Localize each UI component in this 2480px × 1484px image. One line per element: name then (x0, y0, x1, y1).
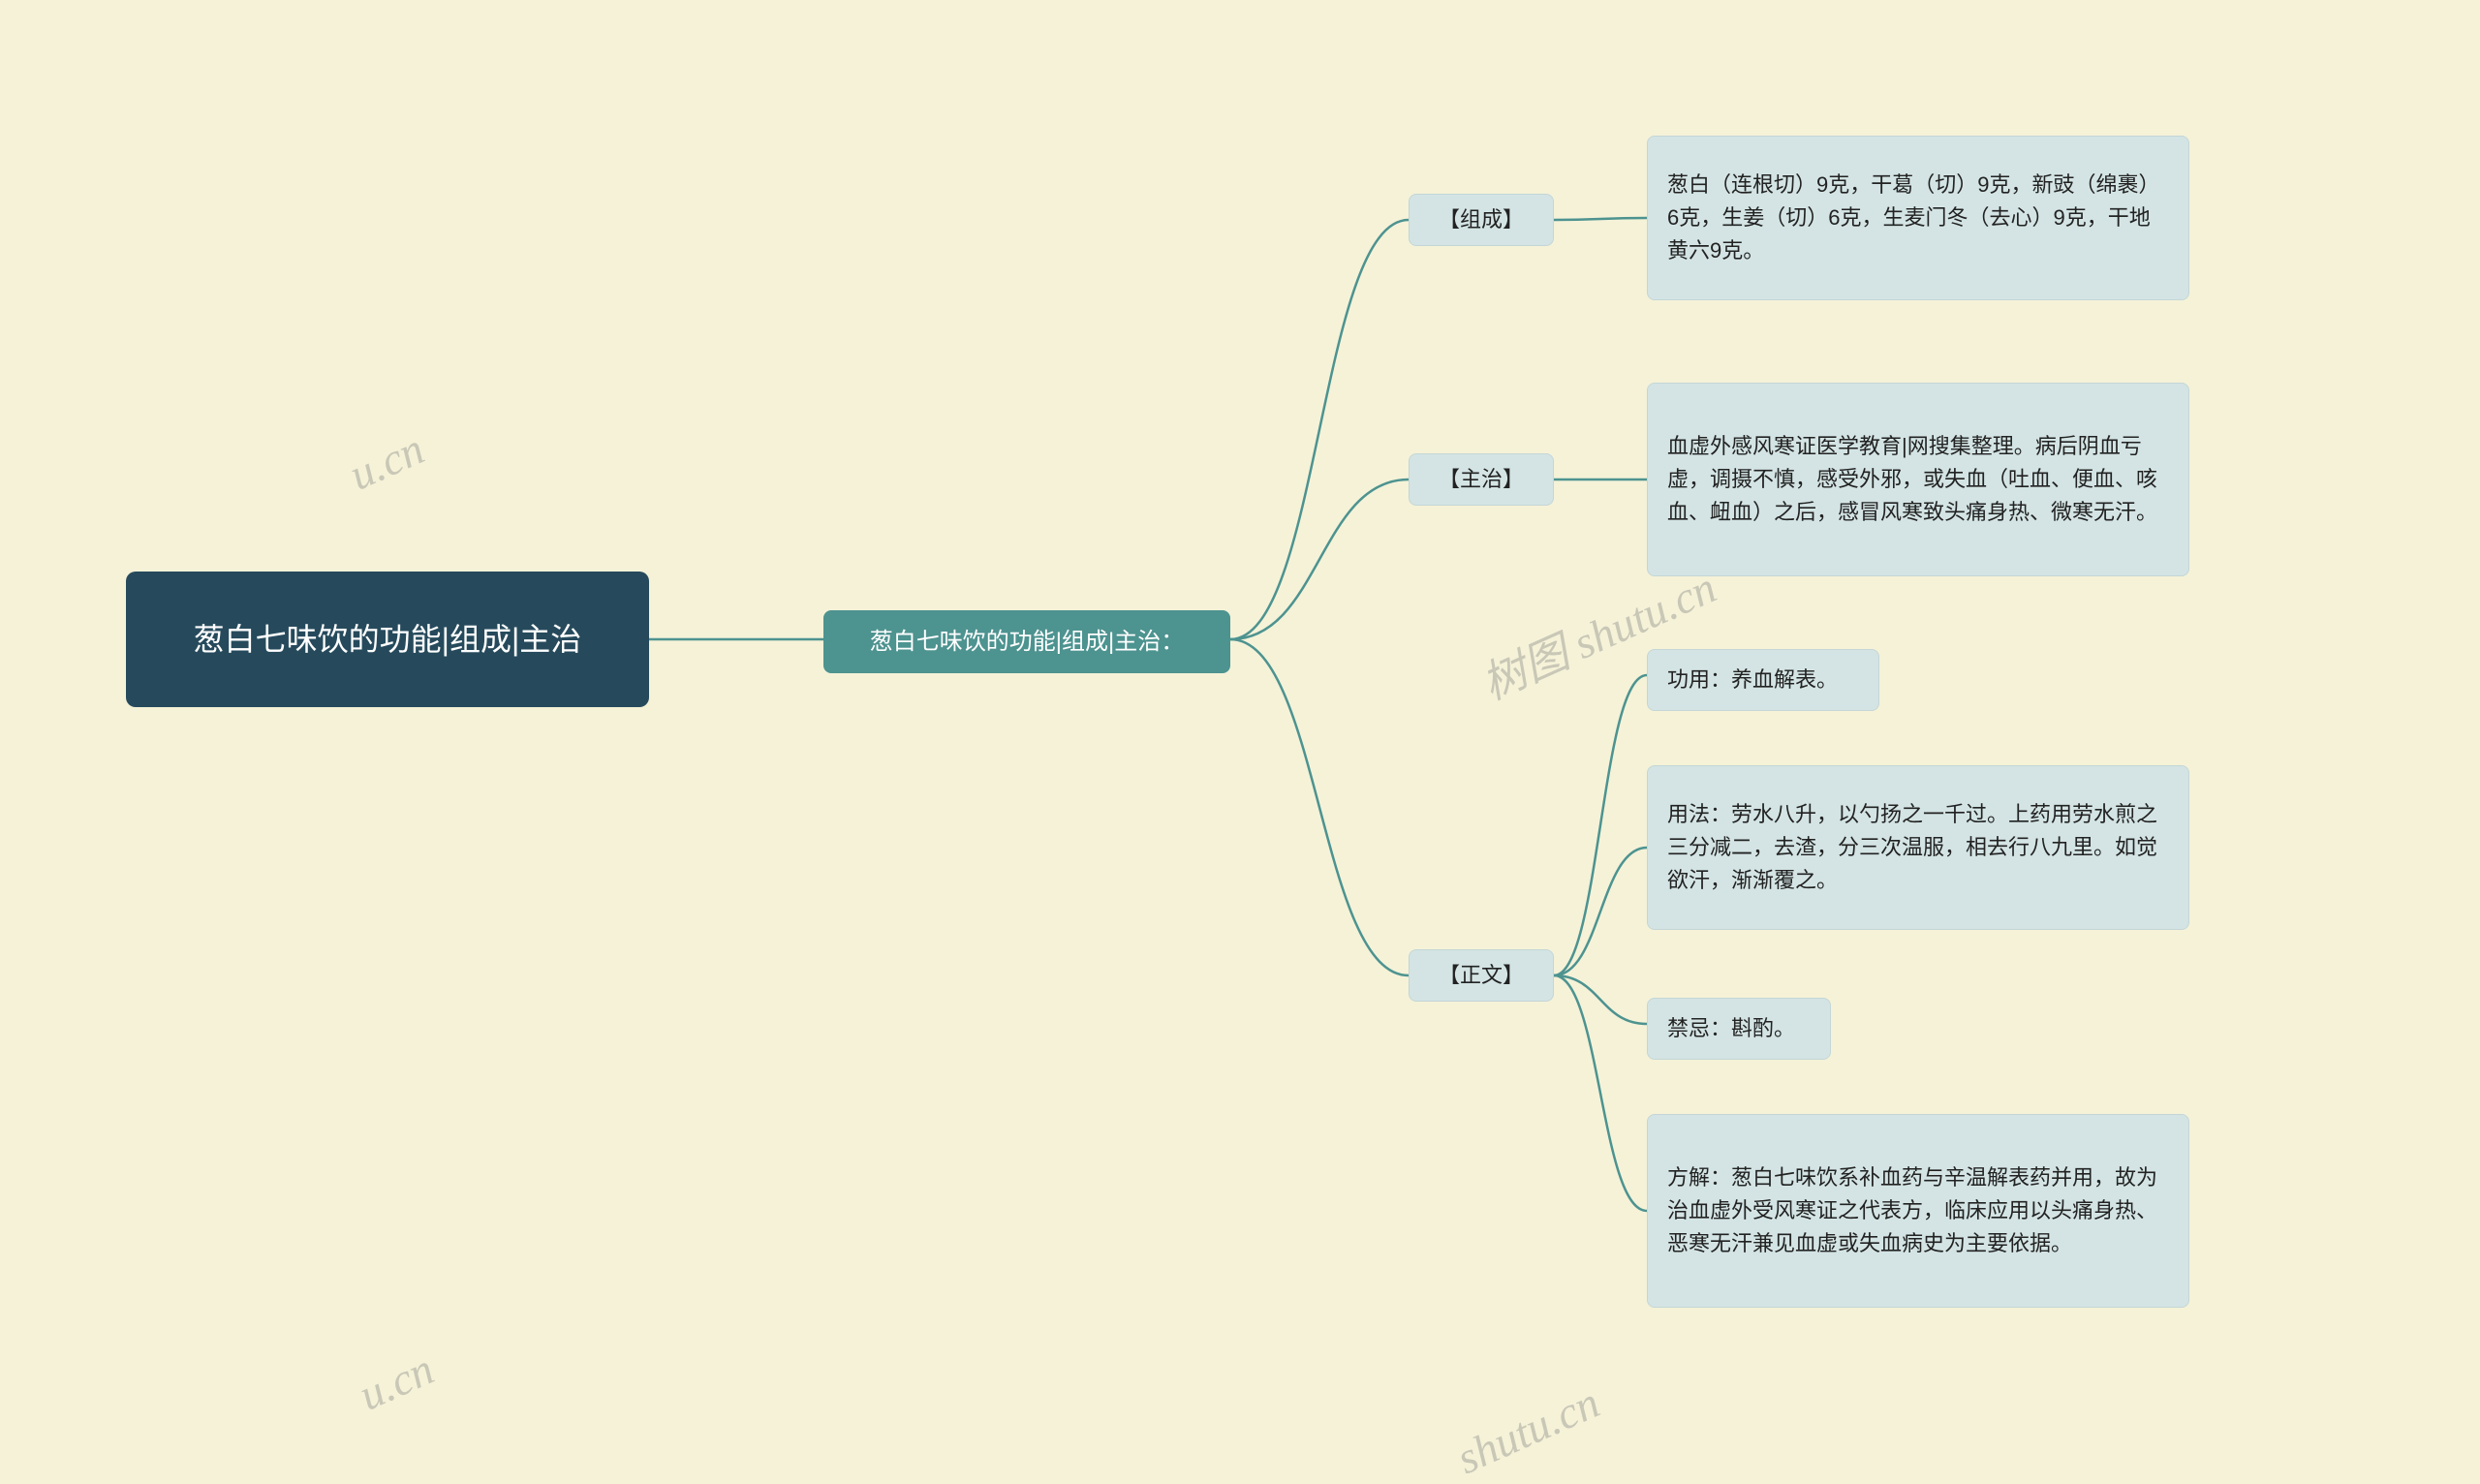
leaf-node[interactable]: 功用：养血解表。 (1647, 649, 1879, 711)
branch-label[interactable]: 【主治】 (1409, 453, 1554, 506)
leaf-node[interactable]: 禁忌：斟酌。 (1647, 998, 1831, 1060)
root-node[interactable]: 葱白七味饮的功能|组成|主治 (126, 572, 649, 707)
watermark: u.cn (342, 422, 432, 500)
watermark: u.cn (352, 1343, 442, 1420)
leaf-node[interactable]: 方解：葱白七味饮系补血药与辛温解表药并用，故为治血虚外受风寒证之代表方，临床应用… (1647, 1114, 2189, 1308)
watermark: shutu.cn (1449, 1376, 1607, 1484)
mindmap-canvas: 葱白七味饮的功能|组成|主治 葱白七味饮的功能|组成|主治： 【组成】 葱白（连根… (0, 0, 2480, 1411)
leaf-node[interactable]: 用法：劳水八升，以勺扬之一千过。上药用劳水煎之三分减二，去渣，分三次温服，相去行… (1647, 765, 2189, 930)
branch-label[interactable]: 【正文】 (1409, 949, 1554, 1002)
leaf-node[interactable]: 葱白（连根切）9克，干葛（切）9克，新豉（绵裹）6克，生姜（切）6克，生麦门冬（… (1647, 136, 2189, 300)
branch-label[interactable]: 【组成】 (1409, 194, 1554, 246)
leaf-node[interactable]: 血虚外感风寒证医学教育|网搜集整理。病后阴血亏虚，调摄不慎，感受外邪，或失血（吐… (1647, 383, 2189, 576)
subtitle-node[interactable]: 葱白七味饮的功能|组成|主治： (823, 610, 1230, 673)
